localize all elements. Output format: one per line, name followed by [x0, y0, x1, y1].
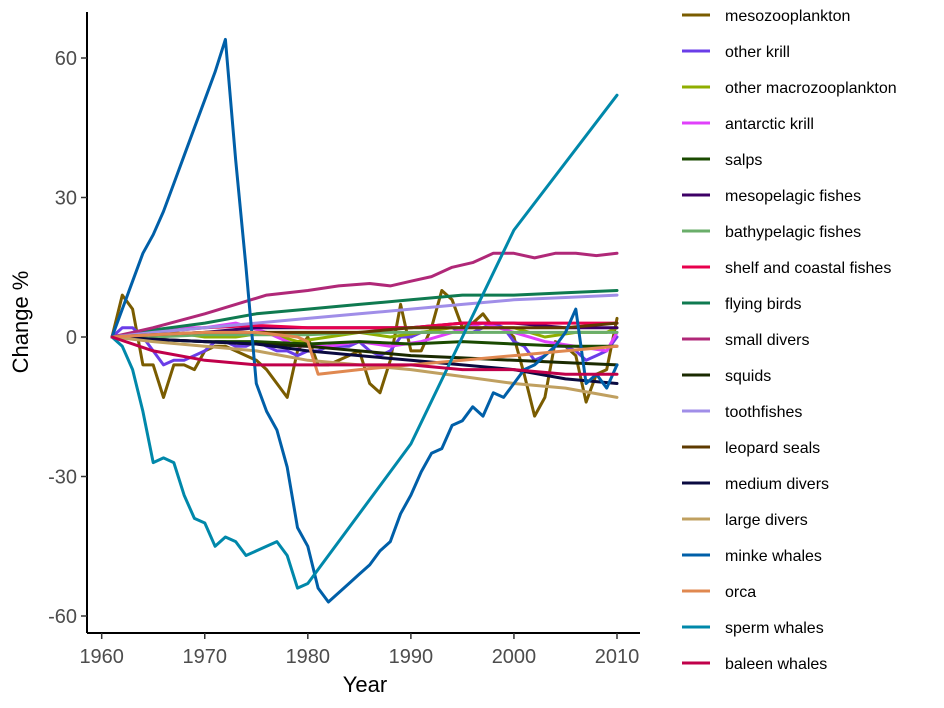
series-line-other-krill	[110, 321, 619, 367]
y-tick-label: -30	[48, 467, 77, 489]
legend-entry: baleen whales	[682, 656, 827, 673]
series-line-minke-whales	[110, 37, 619, 604]
y-tick-label: 30	[55, 188, 77, 210]
legend-label: bathypelagic fishes	[725, 224, 861, 241]
legend-label: leopard seals	[725, 440, 820, 457]
y-tick-label: 60	[55, 48, 77, 70]
y-axis-ticks: 60 30 0 -30 -60	[48, 48, 87, 628]
legend-entry: salps	[682, 152, 762, 169]
legend-label: antarctic krill	[725, 116, 814, 133]
legend-label: shelf and coastal fishes	[725, 260, 891, 277]
legend-entry: minke whales	[682, 548, 822, 565]
legend-entry: bathypelagic fishes	[682, 224, 861, 241]
legend-label: flying birds	[725, 296, 801, 313]
x-tick-label: 1980	[286, 646, 331, 668]
y-axis-title: Change %	[8, 271, 33, 374]
x-tick-label: 2000	[492, 646, 537, 668]
series-line-toothfishes	[110, 293, 619, 339]
legend-entry: flying birds	[682, 296, 801, 313]
legend-label: mesozooplankton	[725, 8, 850, 25]
x-axis-title: Year	[343, 672, 387, 697]
x-tick-label: 1960	[79, 646, 124, 668]
x-tick-label: 2010	[595, 646, 640, 668]
x-tick-label: 1970	[183, 646, 228, 668]
legend-entry: small divers	[682, 332, 809, 349]
legend-label: toothfishes	[725, 404, 802, 421]
series-line-orca	[110, 330, 619, 376]
legend-entry: leopard seals	[682, 440, 820, 457]
legend-label: small divers	[725, 332, 809, 349]
y-tick-label: -60	[48, 606, 77, 628]
legend-entry: squids	[682, 368, 771, 385]
legend-entry: antarctic krill	[682, 116, 814, 133]
series-line-baleen-whales	[110, 335, 619, 376]
legend-label: other macrozooplankton	[725, 80, 897, 97]
plot-area	[110, 37, 619, 604]
legend-entry: orca	[682, 584, 756, 601]
legend-label: salps	[725, 152, 762, 169]
series-line-small-divers	[110, 251, 619, 339]
y-tick-label: 0	[66, 327, 77, 349]
legend-label: sperm whales	[725, 620, 824, 637]
legend-label: orca	[725, 584, 756, 601]
x-axis-ticks: 1960 1970 1980 1990 2000 2010	[79, 633, 639, 668]
legend-label: baleen whales	[725, 656, 827, 673]
legend-entry: shelf and coastal fishes	[682, 260, 891, 277]
legend-label: large divers	[725, 512, 808, 529]
legend-label: mesopelagic fishes	[725, 188, 861, 205]
series-line-mesozooplankton	[110, 289, 619, 418]
legend-label: medium divers	[725, 476, 829, 493]
legend-entry: mesopelagic fishes	[682, 188, 861, 205]
legend-entry: sperm whales	[682, 620, 824, 637]
series-line-flying-birds	[110, 289, 619, 339]
legend-label: minke whales	[725, 548, 822, 565]
legend-entry: mesozooplankton	[682, 8, 850, 25]
legend-entry: toothfishes	[682, 404, 802, 421]
series-line-sperm-whales	[110, 93, 619, 590]
legend-entry: other macrozooplankton	[682, 80, 897, 97]
x-tick-label: 1990	[389, 646, 434, 668]
legend-label: other krill	[725, 44, 790, 61]
legend-entry: large divers	[682, 512, 808, 529]
legend-entry: other krill	[682, 44, 790, 61]
series-line-medium-divers	[110, 335, 619, 385]
legend: mesozooplankton other krill other macrozoo…	[682, 8, 897, 673]
legend-entry: medium divers	[682, 476, 829, 493]
legend-label: squids	[725, 368, 771, 385]
